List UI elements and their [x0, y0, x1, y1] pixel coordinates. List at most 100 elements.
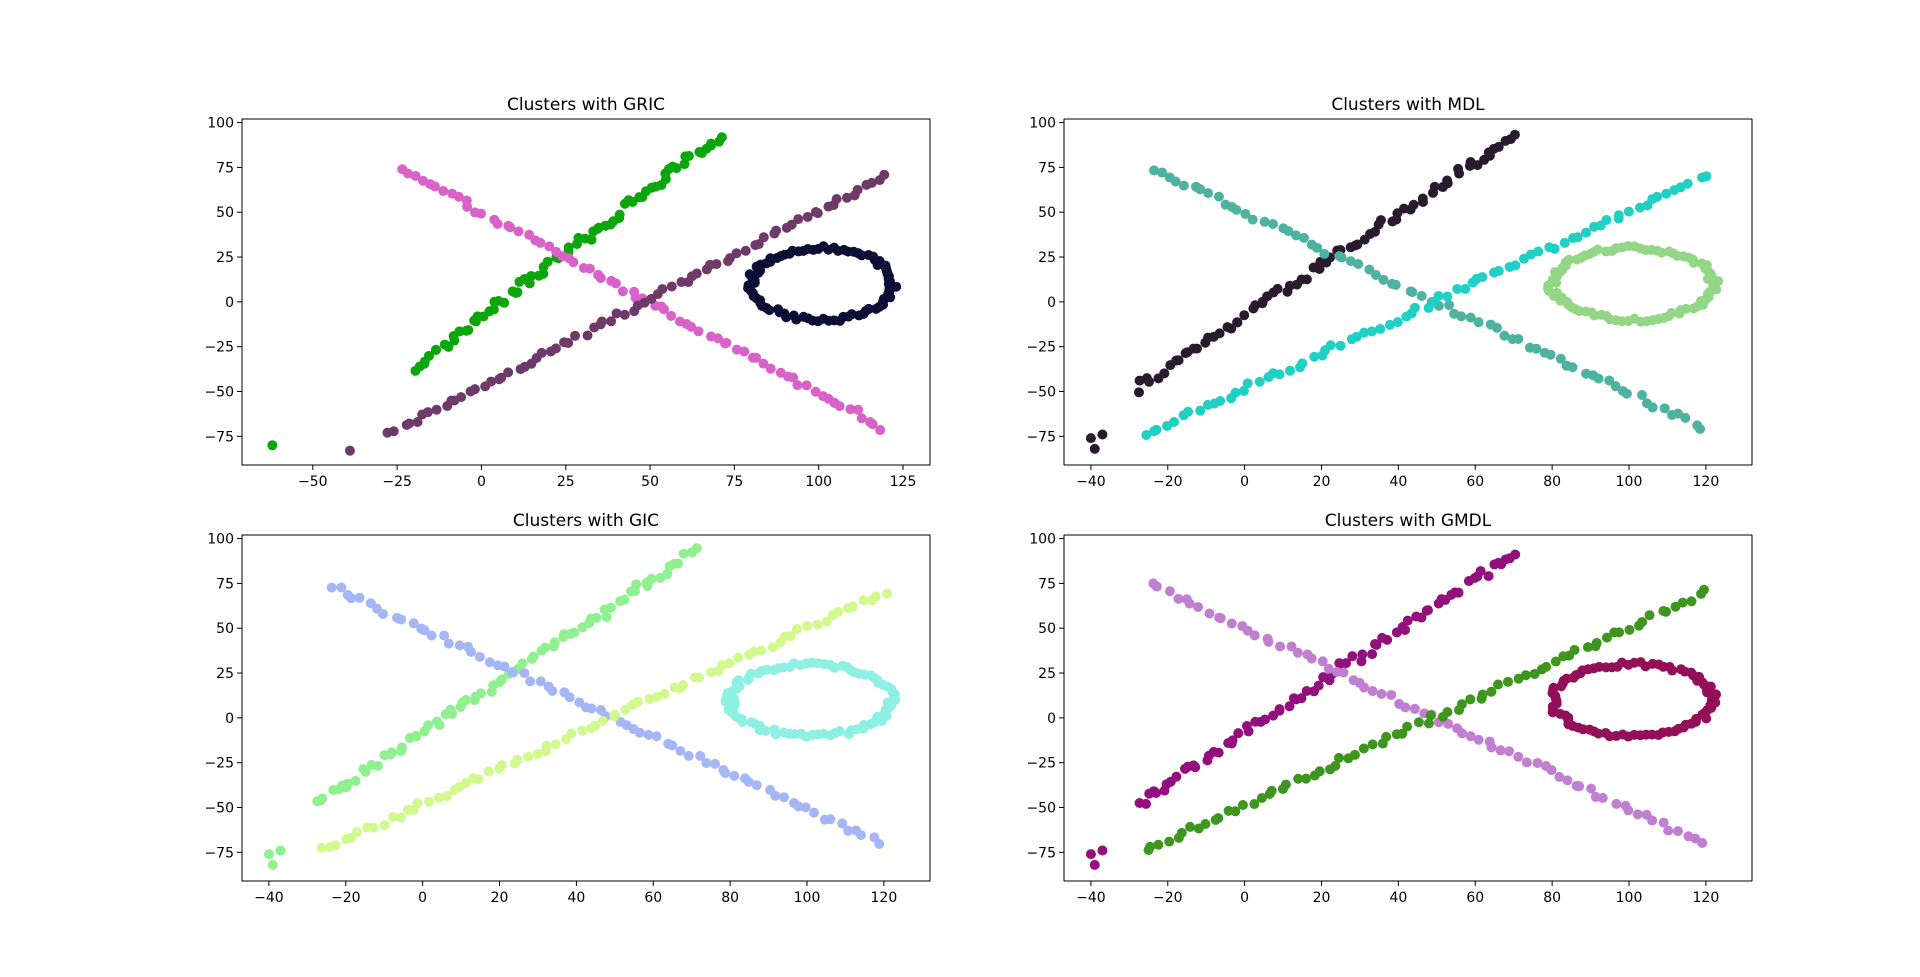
data-point-cluster-3	[1664, 246, 1675, 257]
data-point-cluster-0	[1232, 317, 1243, 328]
data-point-cluster-0	[1171, 771, 1182, 782]
data-point-cluster-1	[695, 750, 706, 761]
data-point-cluster-1	[1164, 586, 1175, 597]
data-point-cluster-2	[882, 588, 893, 599]
y-tick-label: −50	[204, 800, 234, 816]
data-point-cluster-1	[1353, 259, 1364, 270]
data-point-cluster-1	[1444, 300, 1455, 311]
data-point-cluster-2	[1375, 323, 1386, 334]
data-point-cluster-1	[1213, 191, 1224, 202]
data-point-cluster-3	[1556, 681, 1567, 692]
data-point-cluster-2	[433, 792, 444, 803]
data-point-cluster-2	[657, 284, 668, 295]
y-tick-label: −50	[204, 384, 234, 400]
data-point-cluster-2	[1652, 191, 1663, 202]
data-point-cluster-1	[856, 830, 867, 841]
data-point-cluster-0	[1144, 376, 1155, 387]
data-point-cluster-2	[677, 680, 688, 691]
data-point-cluster-2	[821, 616, 832, 627]
data-point-cluster-1	[454, 640, 465, 651]
data-point-cluster-0	[342, 778, 353, 789]
data-point-cluster-1	[1359, 682, 1370, 693]
data-point-cluster-1	[1275, 641, 1286, 652]
data-point-cluster-2	[812, 208, 823, 219]
data-point-cluster-2	[620, 704, 631, 715]
y-tick-label: 100	[1029, 116, 1056, 132]
data-point-cluster-0	[1453, 163, 1464, 174]
data-point-cluster-1	[586, 703, 597, 714]
data-point-cluster-4	[1089, 443, 1100, 454]
subplot-title-gmdl: Clusters with GMDL	[1325, 511, 1492, 531]
data-point-cluster-2	[1333, 752, 1344, 763]
data-point-cluster-2	[1661, 188, 1672, 199]
data-point-cluster-0	[1274, 704, 1285, 715]
data-point-cluster-0	[1239, 310, 1250, 321]
data-point-cluster-2	[1637, 616, 1648, 627]
data-point-cluster-0	[1301, 274, 1312, 285]
data-point-cluster-2	[831, 194, 842, 205]
data-point-cluster-2	[1351, 331, 1362, 342]
data-point-cluster-2	[388, 812, 399, 823]
data-point-cluster-2	[1215, 395, 1226, 406]
data-point-cluster-0	[1510, 549, 1521, 560]
data-point-cluster-3	[1601, 246, 1612, 257]
data-point-cluster-1	[1465, 731, 1476, 742]
data-point-cluster-1	[617, 286, 628, 297]
data-point-cluster-1	[1531, 343, 1542, 354]
data-point-cluster-1	[643, 729, 654, 740]
data-point-cluster-2	[1433, 290, 1444, 301]
data-point-cluster-1	[765, 363, 776, 374]
x-tick-label: 100	[805, 474, 832, 490]
data-point-cluster-2	[1624, 624, 1635, 635]
y-tick-label: 50	[1038, 621, 1056, 637]
data-point-cluster-2	[785, 631, 796, 642]
data-point-cluster-1	[875, 425, 886, 436]
data-point-cluster-2	[589, 720, 600, 731]
data-point-cluster-0	[1296, 693, 1307, 704]
data-point-cluster-0	[683, 150, 694, 161]
data-point-cluster-1	[1504, 746, 1515, 757]
y-tick-label: 75	[216, 576, 234, 592]
data-point-cluster-1	[1386, 689, 1397, 700]
data-point-cluster-1	[1286, 641, 1297, 652]
data-point-cluster-2	[597, 715, 608, 726]
data-point-cluster-3	[764, 305, 775, 316]
data-point-cluster-0	[1260, 714, 1271, 725]
data-point-cluster-2	[1529, 668, 1540, 679]
x-tick-label: 0	[477, 474, 486, 490]
axes-frame	[1063, 534, 1753, 882]
data-point-cluster-0	[461, 694, 472, 705]
data-point-cluster-0	[1272, 283, 1283, 294]
data-point-cluster-0	[1151, 788, 1162, 799]
data-point-cluster-1	[843, 825, 854, 836]
data-point-cluster-1	[1673, 408, 1684, 419]
data-point-cluster-2	[1582, 642, 1593, 653]
data-point-cluster-1	[1574, 781, 1585, 792]
data-point-cluster-1	[403, 168, 414, 179]
data-point-cluster-2	[1477, 689, 1488, 700]
data-point-cluster-0	[1402, 615, 1413, 626]
data-point-cluster-1	[845, 404, 856, 415]
x-tick-label: 40	[1389, 890, 1407, 906]
data-point-cluster-2	[1249, 799, 1260, 810]
data-point-cluster-0	[488, 304, 499, 315]
data-point-cluster-1	[484, 657, 495, 668]
data-point-cluster-3	[837, 660, 848, 671]
data-point-cluster-0	[1191, 343, 1202, 354]
data-point-cluster-1	[693, 326, 704, 337]
data-point-cluster-1	[525, 676, 536, 687]
data-point-cluster-1	[1567, 362, 1578, 373]
data-point-cluster-0	[646, 573, 657, 584]
data-point-cluster-0	[1417, 193, 1428, 204]
data-point-cluster-1	[1149, 165, 1160, 176]
data-point-cluster-2	[1242, 378, 1253, 389]
data-point-cluster-1	[1249, 630, 1260, 641]
data-point-cluster-0	[526, 270, 537, 281]
data-point-cluster-1	[1231, 204, 1242, 215]
data-point-cluster-1	[1409, 703, 1420, 714]
data-point-cluster-4	[267, 859, 278, 870]
x-tick-label: 20	[1313, 890, 1331, 906]
data-point-cluster-1	[853, 404, 864, 415]
data-point-cluster-2	[582, 330, 593, 341]
data-point-cluster-0	[1453, 587, 1464, 598]
